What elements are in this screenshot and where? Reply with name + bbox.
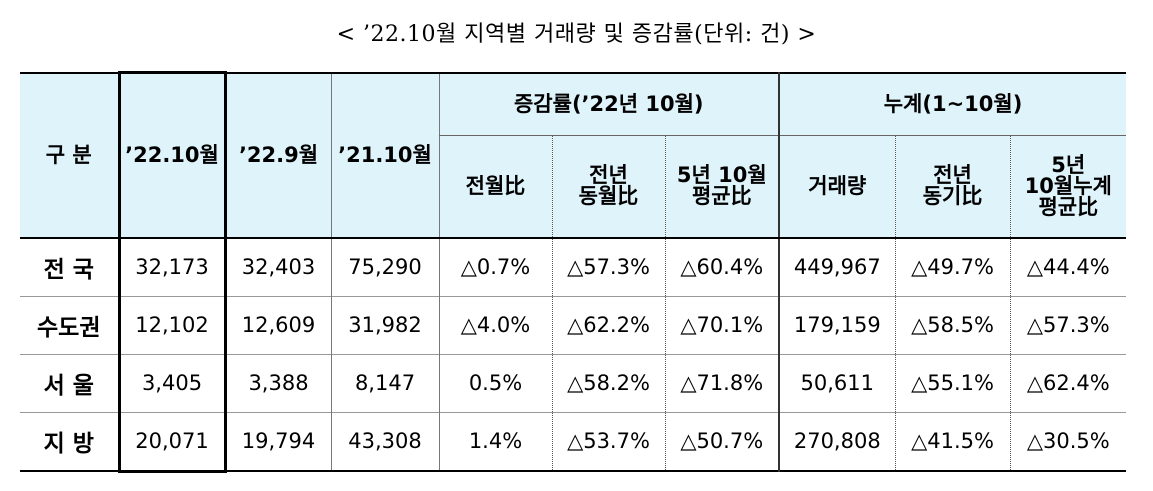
table-cell: △0.7% xyxy=(438,237,552,296)
table-cell: 32,403 xyxy=(224,237,331,296)
table-row: 수도권 12,102 12,609 31,982 △4.0% △62.2% △7… xyxy=(20,295,1127,354)
table-row: 지 방 20,071 19,794 43,308 1.4% △53.7% △50… xyxy=(20,411,1127,473)
table-cell: 20,071 xyxy=(117,411,227,473)
table-cell: △49.7% xyxy=(894,237,1011,296)
table-cell: 19,794 xyxy=(224,411,331,471)
table-cell: △62.4% xyxy=(1009,353,1127,412)
header-cum-volume: 거래량 xyxy=(778,135,896,239)
table-cell: 270,808 xyxy=(778,411,896,471)
table-cell: 0.5% xyxy=(438,353,552,412)
table-cell: △41.5% xyxy=(894,411,1011,471)
table-cell: 8,147 xyxy=(330,353,439,412)
table-cell: 50,611 xyxy=(778,353,896,412)
table-cell: 75,290 xyxy=(330,237,439,296)
table-cell: 179,159 xyxy=(778,295,896,354)
header-category: 구 분 xyxy=(20,72,119,239)
header-5yr-avg: 5년 10월 평균比 xyxy=(664,135,780,239)
table-cell: 3,405 xyxy=(117,353,227,412)
table-row: 전 국 32,173 32,403 75,290 △0.7% △57.3% △6… xyxy=(20,237,1127,296)
header-col-2021-10: ’21.10월 xyxy=(330,72,439,239)
table-cell: △57.3% xyxy=(1009,295,1127,354)
header-group-cumulative: 누계(1~10월) xyxy=(778,72,1127,136)
table-cell: △53.7% xyxy=(551,411,665,471)
table-cell: △55.1% xyxy=(894,353,1011,412)
header-col-2022-10: ’22.10월 xyxy=(117,71,227,239)
table-row: 서 울 3,405 3,388 8,147 0.5% △58.2% △71.8%… xyxy=(20,353,1127,412)
regional-transaction-table: 구 분 ’22.10월 ’22.9월 ’21.10월 증감률(’22년 10월)… xyxy=(20,71,1127,473)
row-label: 서 울 xyxy=(20,353,119,412)
header-yoy: 전년 동월比 xyxy=(551,135,665,239)
header-group-change-rate: 증감률(’22년 10월) xyxy=(438,72,780,136)
table-cell: 1.4% xyxy=(438,411,552,471)
table-cell: 31,982 xyxy=(330,295,439,354)
header-cum-yoy: 전년 동기比 xyxy=(894,135,1011,239)
table-cell: 43,308 xyxy=(330,411,439,471)
table-cell: 32,173 xyxy=(117,237,227,296)
table-cell: 3,388 xyxy=(224,353,331,412)
table-cell: △71.8% xyxy=(664,353,780,412)
row-label: 지 방 xyxy=(20,411,119,471)
header-cum-5yr-avg: 5년 10월누계 평균比 xyxy=(1009,135,1127,239)
table-cell: △44.4% xyxy=(1009,237,1127,296)
table-cell: △58.5% xyxy=(894,295,1011,354)
table-cell: △58.2% xyxy=(551,353,665,412)
table-cell: △30.5% xyxy=(1009,411,1127,471)
table-cell: 12,609 xyxy=(224,295,331,354)
header-mom: 전월比 xyxy=(438,135,552,239)
table-cell: △50.7% xyxy=(664,411,780,471)
table-cell: △4.0% xyxy=(438,295,552,354)
row-label: 수도권 xyxy=(20,295,119,354)
table-cell: △70.1% xyxy=(664,295,780,354)
table-cell: △60.4% xyxy=(664,237,780,296)
header-col-2022-09: ’22.9월 xyxy=(224,72,331,239)
table-cell: △57.3% xyxy=(551,237,665,296)
table-cell: 449,967 xyxy=(778,237,896,296)
table-cell: 12,102 xyxy=(117,295,227,354)
table-cell: △62.2% xyxy=(551,295,665,354)
table-caption: < ’22.10월 지역별 거래량 및 증감률(단위: 건) > xyxy=(336,22,817,47)
row-label: 전 국 xyxy=(43,257,94,283)
